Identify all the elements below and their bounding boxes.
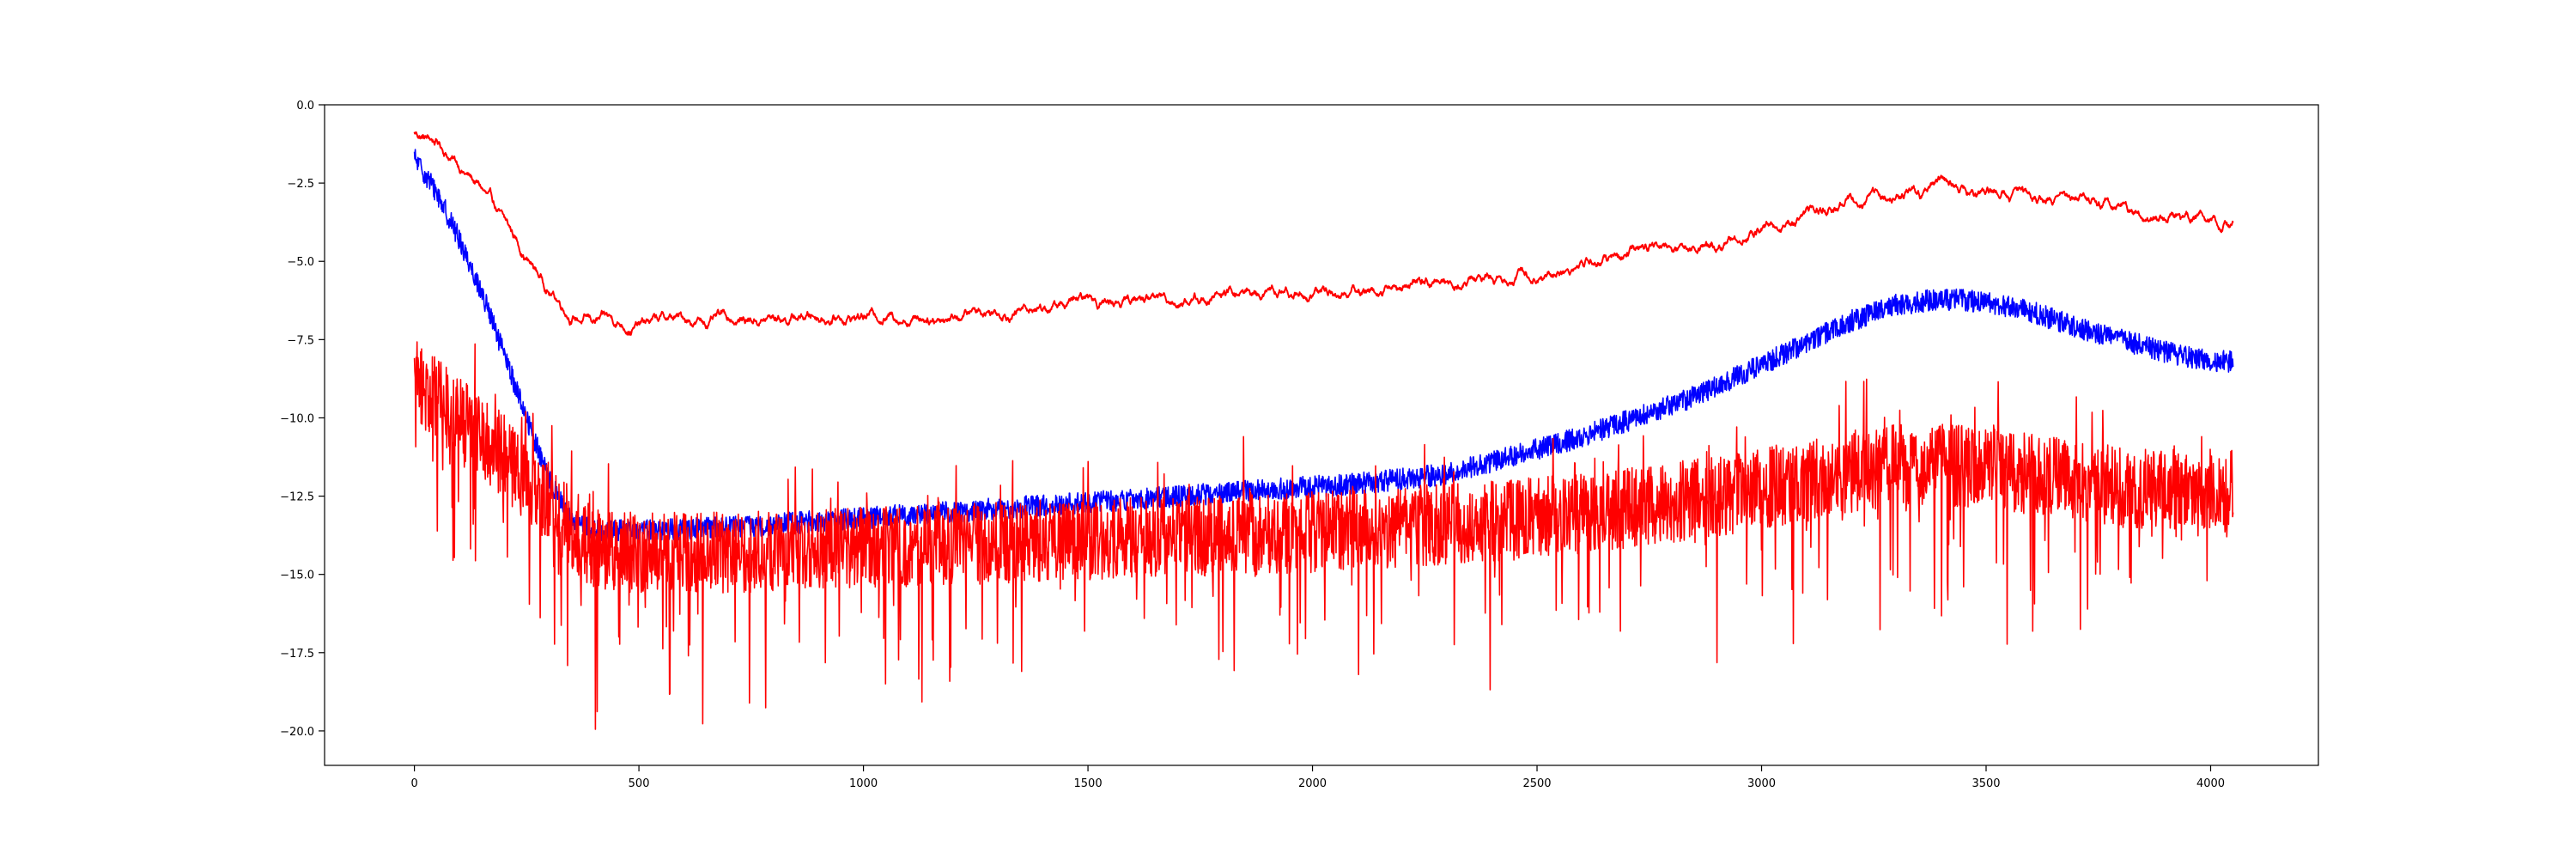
plot-frame: [324, 104, 2319, 766]
x-tick-label: 1500: [1074, 777, 1103, 790]
y-tick-label: −5.0: [287, 256, 314, 269]
y-tick-label: −10.0: [280, 412, 314, 425]
series-layer: [413, 131, 2234, 730]
x-tick-label: 1000: [849, 777, 878, 790]
y-tick-label: −15.0: [280, 570, 314, 582]
x-tick-label: 4000: [2196, 777, 2225, 790]
y-tick-label: 0.0: [296, 100, 314, 113]
y-tick-label: −12.5: [280, 491, 314, 504]
y-tick-label: −7.5: [287, 334, 314, 347]
x-tick-label: 2500: [1522, 777, 1551, 790]
x-tick-label: 0: [410, 777, 417, 790]
y-tick-label: −20.0: [280, 726, 314, 739]
y-axis: 0.0 −2.5 −5.0 −7.5 −10.0 −12.5 −15.0 −17.5 −20.0: [280, 100, 325, 739]
y-tick-label: −17.5: [280, 648, 314, 661]
y-tick-label: −2.5: [287, 178, 314, 191]
series-line-1: [413, 131, 2234, 336]
x-tick-label: 3000: [1747, 777, 1776, 790]
x-tick-label: 500: [629, 777, 650, 790]
series-line-3: [413, 341, 2234, 730]
x-tick-label: 2000: [1298, 777, 1327, 790]
x-axis: 0 500 1000 1500 2000 2500 3000 3500 4000: [410, 765, 2225, 790]
x-tick-label: 3500: [1971, 777, 2000, 790]
